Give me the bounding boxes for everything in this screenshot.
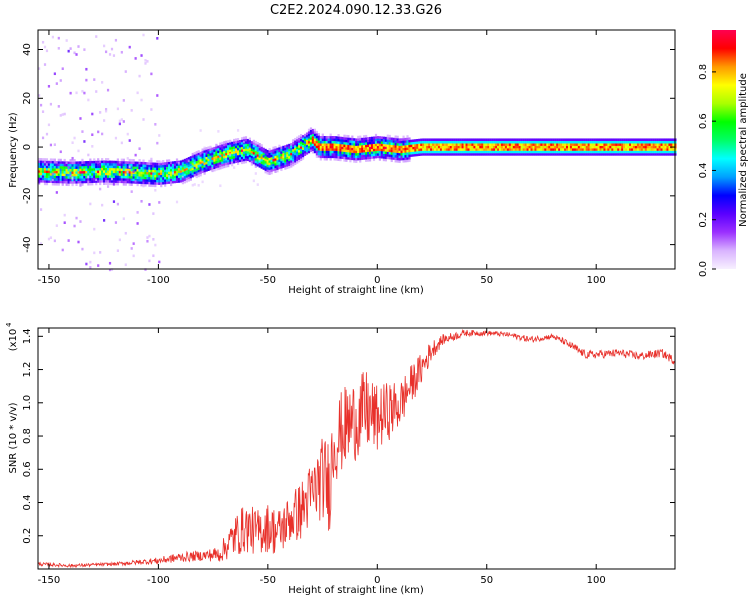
spectrogram-panel: -150 -100 -50 0 50 100 -40 -20 0 20 40 Height of s…: [8, 29, 677, 296]
colorbar-ticks: 0.0 0.2 0.4 0.6 0.8: [698, 64, 716, 277]
snr-panel: -150 -100 -50 0 50 100 0.2 0.4 0.6 0.8 1.0 1.2 1.4 H…: [5, 322, 676, 596]
svg-text:4: 4: [5, 322, 13, 327]
y-tick-label: 0.6: [22, 461, 33, 477]
colorbar-gradient: [712, 30, 736, 269]
x-tick-label: 100: [587, 575, 606, 586]
x-tick-label: 100: [587, 275, 606, 286]
x-tick-label: 0: [374, 575, 380, 586]
y-tick-label: 1.2: [22, 362, 33, 378]
y-tick-label: 0.2: [22, 528, 33, 544]
y-tick-label: 0: [22, 144, 33, 150]
figure-title: C2E2.2024.090.12.33.G26: [270, 3, 442, 18]
snr-y-axis-label: SNR (10 * v/v): [8, 402, 19, 473]
x-tick-label: 50: [480, 275, 493, 286]
colorbar: 0.0 0.2 0.4 0.6 0.8 Normalized spectral ampl…: [698, 30, 749, 277]
x-tick-label: -100: [147, 575, 170, 586]
snr-frame: [37, 327, 676, 570]
colorbar-tick-label: 0.2: [698, 212, 709, 228]
x-tick-label: -150: [38, 575, 61, 586]
snr-scale-note: (x10 4: [5, 322, 19, 351]
spectrogram-cells: [38, 33, 677, 272]
x-tick-label: -50: [260, 575, 276, 586]
colorbar-tick-label: 0.6: [698, 113, 709, 129]
colorbar-tick-label: 0.0: [698, 261, 709, 277]
spectrogram-y-axis-label: Frequency (Hz): [8, 112, 19, 188]
colorbar-tick-label: 0.4: [698, 162, 709, 178]
y-tick-label: -20: [22, 188, 33, 204]
y-tick-label: 1.4: [22, 328, 33, 344]
x-tick-label: 0: [374, 275, 380, 286]
spectrogram-x-axis-label: Height of straight line (km): [288, 285, 424, 296]
y-tick-label: 0.4: [22, 495, 33, 511]
x-tick-label: -150: [38, 275, 61, 286]
x-tick-label: 50: [480, 575, 493, 586]
snr-series-line: [37, 328, 676, 569]
spectrogram-frame: [37, 29, 676, 270]
colorbar-label: Normalized spectral amplitude: [738, 73, 749, 227]
x-tick-label: -100: [147, 275, 170, 286]
x-tick-label: -50: [260, 275, 276, 286]
spectrogram-axis-ticks: -150 -100 -50 0 50 100 -40 -20 0 20 40: [22, 30, 675, 286]
colorbar-tick-label: 0.8: [698, 64, 709, 80]
snr-x-axis-label: Height of straight line (km): [288, 585, 424, 596]
y-tick-label: 20: [22, 92, 33, 105]
y-tick-label: 0.8: [22, 428, 33, 444]
y-tick-label: 1.0: [22, 395, 33, 411]
svg-text:(x10: (x10: [8, 329, 19, 352]
snr-axis-ticks: -150 -100 -50 0 50 100 0.2 0.4 0.6 0.8 1.0 1.2 1.4: [22, 328, 675, 586]
y-tick-label: -40: [22, 236, 33, 252]
y-tick-label: 40: [22, 43, 33, 56]
